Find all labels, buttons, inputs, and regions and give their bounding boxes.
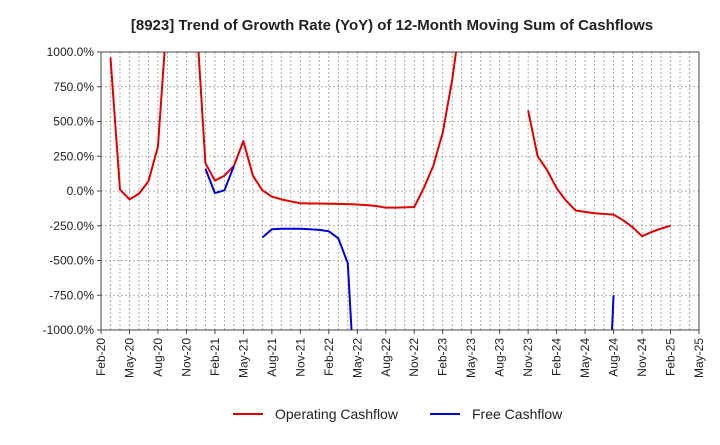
- x-tick-label: Aug-21: [265, 338, 279, 377]
- legend-label-operating-cashflow: Operating Cashflow: [275, 406, 399, 422]
- y-tick-label: -250.0%: [49, 219, 94, 233]
- x-tick-label: Aug-22: [379, 338, 393, 377]
- plot-frame: [100, 51, 700, 331]
- legend-label-free-cashflow: Free Cashflow: [472, 406, 563, 422]
- series-line-operating-cashflow: [109, 52, 671, 238]
- axis-layer: 1000.0% 750.0% 500.0% 250.0% 0.0% -250.0% -500…: [43, 45, 706, 378]
- y-tick-label: 750.0%: [53, 80, 94, 94]
- y-tick-label: -1000.0%: [43, 323, 95, 337]
- x-tick-label: Nov-21: [293, 338, 307, 377]
- y-tick-label: -750.0%: [49, 288, 94, 302]
- x-tick-label: May-23: [464, 338, 478, 378]
- x-tick-label: Nov-23: [521, 338, 535, 377]
- y-tick-label: -500.0%: [49, 254, 94, 268]
- y-tick-label: 500.0%: [53, 115, 94, 129]
- x-tick-label: Nov-24: [635, 338, 649, 377]
- y-tick-label: 1000.0%: [47, 45, 95, 59]
- x-tick-label: Feb-24: [550, 338, 564, 376]
- x-tick-label: Feb-20: [94, 338, 108, 376]
- x-tick-label: Feb-21: [208, 338, 222, 376]
- x-tick-label: Feb-23: [436, 338, 450, 376]
- series-layer: [109, 52, 671, 330]
- x-tick-label: Nov-20: [179, 338, 193, 377]
- x-tick-label: May-20: [122, 338, 136, 378]
- x-tick-label: May-22: [350, 338, 364, 378]
- x-tick-label: May-25: [692, 338, 706, 378]
- y-tick-label: 250.0%: [53, 149, 94, 163]
- x-tick-label: May-21: [236, 338, 250, 378]
- legend: Operating Cashflow Free Cashflow: [233, 406, 563, 422]
- x-tick-label: Aug-23: [493, 338, 507, 377]
- x-tick-label: May-24: [578, 338, 592, 378]
- x-tick-label: Aug-20: [151, 338, 165, 377]
- x-tick-label: Feb-25: [664, 338, 678, 376]
- series-line-free-cashflow: [204, 165, 615, 330]
- chart-title: [8923] Trend of Growth Rate (YoY) of 12-…: [131, 17, 653, 34]
- x-tick-label: Aug-24: [607, 338, 621, 377]
- y-tick-label: 0.0%: [67, 184, 95, 198]
- x-tick-label: Feb-22: [322, 338, 336, 376]
- x-tick-label: Nov-22: [407, 338, 421, 377]
